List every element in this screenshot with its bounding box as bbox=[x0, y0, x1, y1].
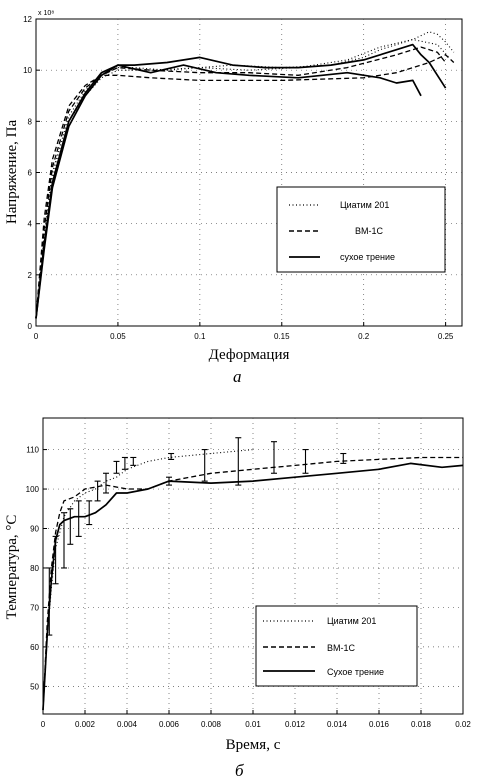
y-tick-label-b-5: 100 bbox=[26, 485, 40, 494]
temperature-time-chart: 0 0.002 0.004 0.006 0.008 0.01 0.012 0.014 0.016… bbox=[4, 417, 472, 780]
x-axis-label-a: Деформация bbox=[209, 347, 290, 363]
y-exponent-label-a: x 10⁸ bbox=[38, 10, 54, 17]
y-tick-label-b-3: 80 bbox=[30, 564, 39, 573]
x-tick-label-b-6: 0.012 bbox=[285, 720, 306, 729]
series-line-a-3 bbox=[35, 46, 447, 319]
y-tick-label-a-1: 2 bbox=[28, 271, 33, 280]
series-line-b-0 bbox=[42, 449, 254, 711]
legend-label-a-1: ВМ-1С bbox=[355, 226, 384, 236]
y-axis-label-b: Температура, °C bbox=[4, 515, 20, 620]
legend-label-b-0: Циатим 201 bbox=[327, 616, 376, 626]
x-tick-label-a-3: 0.15 bbox=[274, 332, 290, 341]
x-tick-label-a-2: 0.1 bbox=[194, 332, 206, 341]
y-tick-label-a-2: 4 bbox=[28, 220, 33, 229]
y-tick-label-a-6: 12 bbox=[23, 15, 32, 24]
stress-strain-chart: 0 0.05 0.1 0.15 0.2 0.25 0 2 4 6 8 10 12 x 10⁸ Дефор… bbox=[4, 10, 463, 386]
y-tick-label-b-4: 90 bbox=[30, 525, 39, 534]
series-line-a-4 bbox=[35, 43, 447, 319]
x-tick-label-b-4: 0.008 bbox=[201, 720, 222, 729]
x-tick-label-a-4: 0.2 bbox=[358, 332, 370, 341]
panel-label-b: б bbox=[235, 761, 244, 780]
series-line-a-5 bbox=[35, 64, 422, 319]
x-tick-label-b-10: 0.02 bbox=[455, 720, 471, 729]
x-tick-label-b-8: 0.016 bbox=[369, 720, 390, 729]
x-tick-label-a-5: 0.25 bbox=[438, 332, 454, 341]
legend-label-a-0: Циатим 201 bbox=[340, 200, 389, 210]
legend-label-a-2: сухое трение bbox=[340, 252, 395, 262]
y-tick-label-a-5: 10 bbox=[23, 66, 32, 75]
y-tick-label-a-3: 6 bbox=[28, 169, 33, 178]
axis-ticks-a: 0 0.05 0.1 0.15 0.2 0.25 0 2 4 6 8 10 12 bbox=[23, 15, 454, 341]
x-axis-label-b: Время, с bbox=[226, 737, 281, 753]
legend-box-b bbox=[255, 605, 418, 687]
x-tick-label-b-7: 0.014 bbox=[327, 720, 348, 729]
y-tick-label-a-4: 8 bbox=[28, 117, 33, 126]
series-line-a-2 bbox=[35, 54, 455, 319]
y-tick-label-b-0: 50 bbox=[30, 682, 39, 691]
plot-area-a bbox=[35, 18, 463, 327]
x-tick-label-a-1: 0.05 bbox=[110, 332, 126, 341]
y-tick-label-b-2: 70 bbox=[30, 603, 39, 612]
x-tick-label-b-1: 0.002 bbox=[75, 720, 96, 729]
axis-ticks-b: 0 0.002 0.004 0.006 0.008 0.01 0.012 0.014 0.016… bbox=[26, 446, 472, 729]
series-b bbox=[42, 437, 464, 711]
x-tick-label-b-9: 0.018 bbox=[411, 720, 432, 729]
y-tick-label-b-6: 110 bbox=[26, 446, 39, 455]
x-tick-label-b-5: 0.01 bbox=[245, 720, 261, 729]
x-tick-label-a-0: 0 bbox=[34, 332, 39, 341]
series-a bbox=[35, 31, 455, 319]
panel-label-a: а bbox=[233, 367, 242, 386]
series-line-b-1 bbox=[42, 456, 463, 711]
x-tick-label-b-3: 0.006 bbox=[159, 720, 180, 729]
y-tick-label-a-0: 0 bbox=[28, 322, 33, 331]
x-tick-label-b-0: 0 bbox=[41, 720, 46, 729]
y-axis-label-a: Напряжение, Па bbox=[4, 120, 20, 225]
series-line-b-2 bbox=[42, 462, 464, 711]
legend-a: Циатим 201 ВМ-1С сухое трение bbox=[276, 186, 446, 273]
y-tick-label-b-1: 60 bbox=[30, 643, 39, 652]
legend-b: Циатим 201 ВМ-1С Сухое трение bbox=[255, 605, 418, 687]
legend-label-b-1: ВМ-1С bbox=[327, 643, 356, 653]
legend-label-b-2: Сухое трение bbox=[327, 667, 384, 677]
x-tick-label-b-2: 0.004 bbox=[117, 720, 138, 729]
